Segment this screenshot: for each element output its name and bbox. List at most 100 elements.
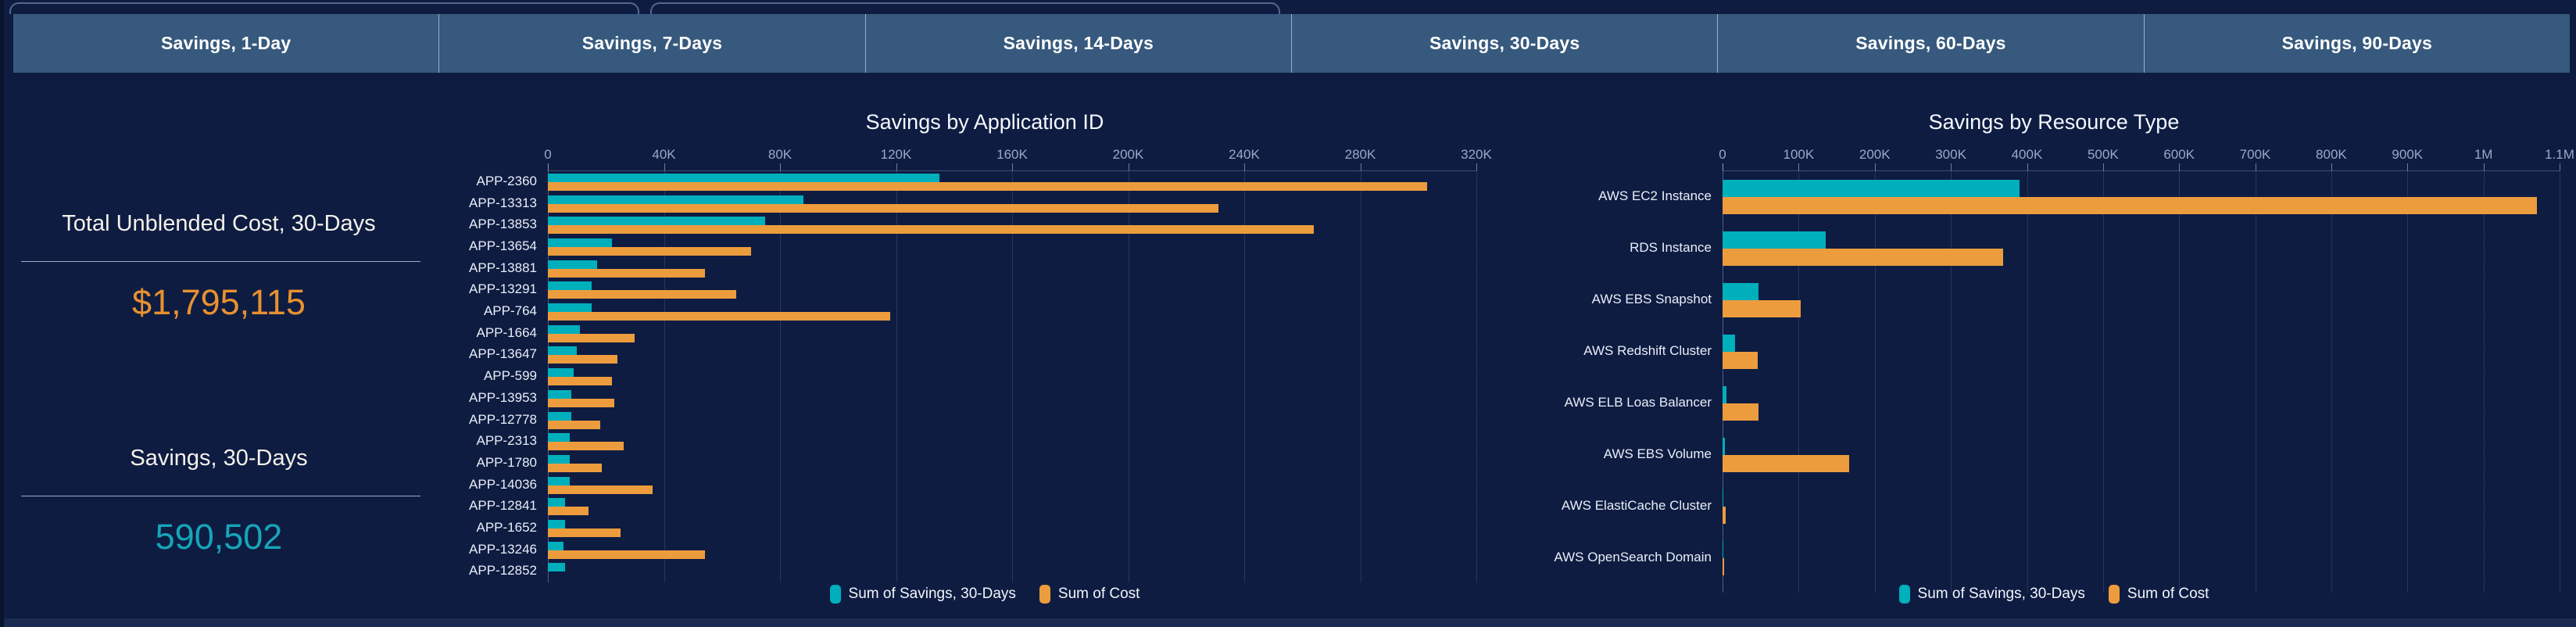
savings-bar[interactable]	[548, 389, 571, 399]
gridline	[2483, 163, 2485, 593]
category-label: APP-13654	[469, 238, 537, 253]
gridline	[896, 163, 897, 582]
cost-bar[interactable]	[548, 333, 635, 342]
savings-bar[interactable]	[1723, 231, 1826, 249]
cost-bar[interactable]	[1723, 403, 1758, 421]
cost-bar[interactable]	[548, 203, 1218, 213]
cost-bar[interactable]	[548, 290, 737, 299]
savings-bar[interactable]	[548, 346, 578, 356]
gridline	[1476, 163, 1477, 582]
savings-bar[interactable]	[548, 303, 592, 312]
savings-bar[interactable]	[548, 217, 766, 226]
cost-bar[interactable]	[548, 246, 751, 256]
gridline	[1244, 163, 1245, 582]
cost-bar[interactable]	[548, 312, 891, 321]
gridline	[1798, 163, 1800, 593]
tab-savings-7-days[interactable]: Savings, 7-Days	[438, 14, 864, 73]
cost-bar[interactable]	[1723, 507, 1726, 524]
savings-bar[interactable]	[1723, 438, 1725, 455]
kpi-divider	[21, 261, 420, 262]
plot-area	[548, 170, 1476, 575]
x-axis-tick: 80K	[767, 147, 792, 162]
savings-bar[interactable]	[1723, 283, 1758, 300]
legend-label: Sum of Savings, 30-Days	[848, 586, 1016, 602]
savings-bar[interactable]	[548, 368, 574, 378]
cost-bar[interactable]	[548, 442, 624, 451]
kpi-total-cost-value: $1,795,115	[132, 282, 306, 322]
savings-bar[interactable]	[548, 563, 566, 572]
page-left-edge	[0, 0, 4, 627]
x-axis-tick: 200K	[1859, 147, 1891, 162]
tab-savings-1-day[interactable]: Savings, 1-Day	[160, 33, 292, 53]
tab-savings-30-days[interactable]: Savings, 30-Days	[1290, 14, 1717, 73]
legend-label: Sum of Cost	[2127, 586, 2209, 602]
cost-bar[interactable]	[548, 550, 705, 559]
savings-bar[interactable]	[548, 411, 571, 421]
kpi-total-cost-title: Total Unblended Cost, 30-Days	[62, 211, 376, 236]
tab-savings-14-days[interactable]: Savings, 14-Days	[864, 14, 1291, 73]
category-label: APP-2360	[476, 173, 538, 188]
x-axis-tick: 200K	[1112, 147, 1144, 162]
savings-bar[interactable]	[548, 324, 580, 334]
cost-bar[interactable]	[548, 377, 612, 386]
x-axis-tick: 900K	[2392, 147, 2424, 162]
gridline	[1874, 163, 1876, 593]
savings-bar[interactable]	[548, 498, 566, 507]
category-label: AWS EBS Snapshot	[1591, 292, 1712, 306]
x-axis-tick: 700K	[2239, 147, 2271, 162]
gridline	[2179, 163, 2181, 593]
tab-savings-60-days[interactable]: Savings, 60-Days	[1717, 14, 2143, 73]
x-axis-tick: 0	[1719, 147, 1726, 162]
gridlines	[1723, 163, 2560, 593]
legend-label: Sum of Savings, 30-Days	[1917, 586, 2085, 602]
savings-bar[interactable]	[1723, 180, 2020, 197]
sheet-tab-outline-1[interactable]	[9, 2, 639, 14]
category-label: AWS EBS Volume	[1603, 446, 1712, 461]
tab-savings-90-days[interactable]: Savings, 90-Days	[2143, 14, 2570, 73]
cost-bar[interactable]	[1723, 455, 1849, 472]
legend-swatch	[1898, 585, 1910, 604]
sheet-tab-outline-2[interactable]	[650, 2, 1280, 14]
savings-bar[interactable]	[548, 281, 592, 291]
cost-bar[interactable]	[548, 181, 1427, 191]
chart-legend: Sum of Savings, 30-Days Sum of Cost	[1532, 585, 2576, 604]
cost-bar[interactable]	[548, 355, 618, 364]
savings-bar[interactable]	[548, 238, 612, 247]
savings-bar[interactable]	[548, 260, 598, 269]
legend-item: Sum of Cost	[1039, 585, 1140, 604]
category-label: RDS Instance	[1630, 240, 1712, 255]
cost-bar[interactable]	[1723, 352, 1758, 369]
cost-bar[interactable]	[1723, 249, 2004, 266]
x-axis-tick: 600K	[2163, 147, 2195, 162]
cost-bar[interactable]	[548, 268, 705, 278]
legend-item: Sum of Savings, 30-Days	[1898, 585, 2085, 604]
category-label: APP-13246	[469, 541, 537, 557]
savings-bar[interactable]	[1723, 386, 1726, 403]
category-label: AWS ELB Loas Balancer	[1564, 395, 1712, 410]
category-label: APP-13853	[469, 217, 537, 232]
savings-bar[interactable]	[548, 520, 566, 529]
chart-title: Savings by Resource Type	[1928, 110, 2180, 134]
cost-bar[interactable]	[548, 420, 600, 429]
savings-bar[interactable]	[548, 541, 564, 550]
x-axis-tick: 800K	[2316, 147, 2347, 162]
legend-swatch	[829, 585, 841, 604]
cost-bar[interactable]	[548, 225, 1315, 235]
x-axis-tick: 1M	[2474, 147, 2493, 162]
cost-bar[interactable]	[1723, 300, 1801, 317]
savings-bar[interactable]	[548, 173, 940, 182]
savings-bar[interactable]	[548, 476, 570, 485]
app-savings-chart: Savings by Application ID 0 40K 80K 120K 160…	[438, 73, 1532, 627]
cost-bar[interactable]	[548, 398, 615, 407]
savings-bar[interactable]	[548, 433, 570, 442]
cost-bar[interactable]	[548, 485, 653, 494]
cost-bar[interactable]	[548, 507, 589, 516]
cost-bar[interactable]	[548, 528, 621, 538]
plot-area	[1723, 170, 2560, 585]
cost-bar[interactable]	[1723, 197, 2537, 214]
cost-bar[interactable]	[548, 463, 602, 472]
savings-bar[interactable]	[548, 195, 803, 204]
cost-bar[interactable]	[1723, 558, 1725, 575]
savings-bar[interactable]	[1723, 335, 1735, 352]
savings-bar[interactable]	[548, 454, 570, 464]
